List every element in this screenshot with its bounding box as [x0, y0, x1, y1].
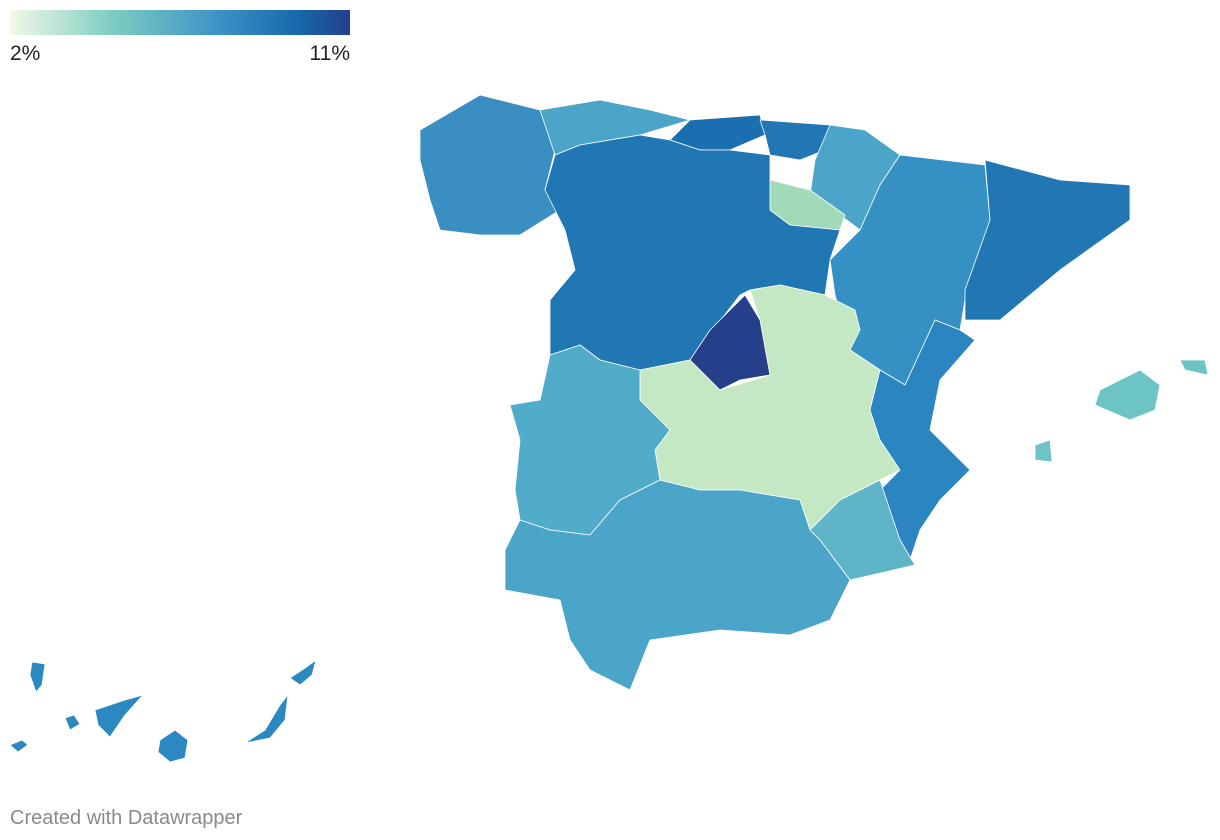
island-tenerife [94, 694, 144, 738]
legend-min-label: 2% [10, 42, 40, 65]
region-madrid [689, 294, 771, 391]
region-andalusia [504, 479, 851, 691]
region-galicia [419, 94, 561, 236]
island-gran-canaria [157, 729, 189, 763]
island-menorca [1179, 359, 1209, 376]
regions [9, 94, 1209, 763]
legend-max-label: 11% [310, 42, 350, 65]
island-la-gomera [64, 714, 81, 731]
island-el-hierro [9, 739, 29, 753]
region-balearic-islands [1034, 359, 1209, 463]
footer-credit: Created with Datawrapper [10, 807, 243, 829]
island-ibiza [1034, 439, 1053, 463]
island-la-palma [29, 661, 46, 693]
island-mallorca [1094, 369, 1161, 421]
region-canary-islands [9, 659, 317, 763]
island-fuerteventura [244, 694, 289, 744]
region-catalonia [964, 159, 1131, 321]
legend: 2% 11% [10, 10, 350, 65]
island-lanzarote [289, 659, 317, 686]
legend-gradient [10, 10, 350, 35]
